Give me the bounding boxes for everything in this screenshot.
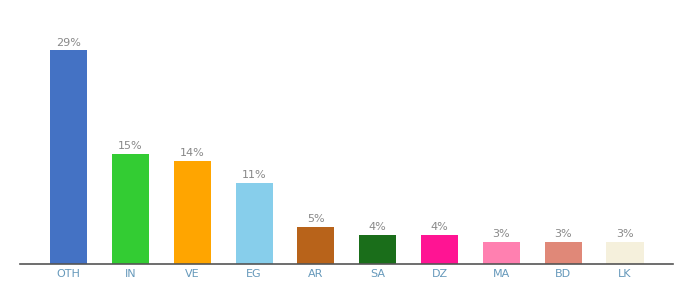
Text: 3%: 3% [492, 229, 510, 239]
Bar [50, 50, 87, 264]
Bar [607, 242, 643, 264]
Text: 4%: 4% [369, 222, 387, 232]
Bar [545, 242, 581, 264]
Bar [112, 154, 149, 264]
Bar [483, 242, 520, 264]
Bar [297, 227, 335, 264]
Bar [421, 235, 458, 264]
Bar [235, 183, 273, 264]
Text: 5%: 5% [307, 214, 325, 224]
Text: 4%: 4% [430, 222, 448, 232]
Text: 3%: 3% [616, 229, 634, 239]
Text: 3%: 3% [554, 229, 572, 239]
Bar [359, 235, 396, 264]
Text: 11%: 11% [242, 170, 267, 180]
Bar [173, 161, 211, 264]
Text: 15%: 15% [118, 141, 143, 151]
Text: 29%: 29% [56, 38, 81, 47]
Text: 14%: 14% [180, 148, 205, 158]
